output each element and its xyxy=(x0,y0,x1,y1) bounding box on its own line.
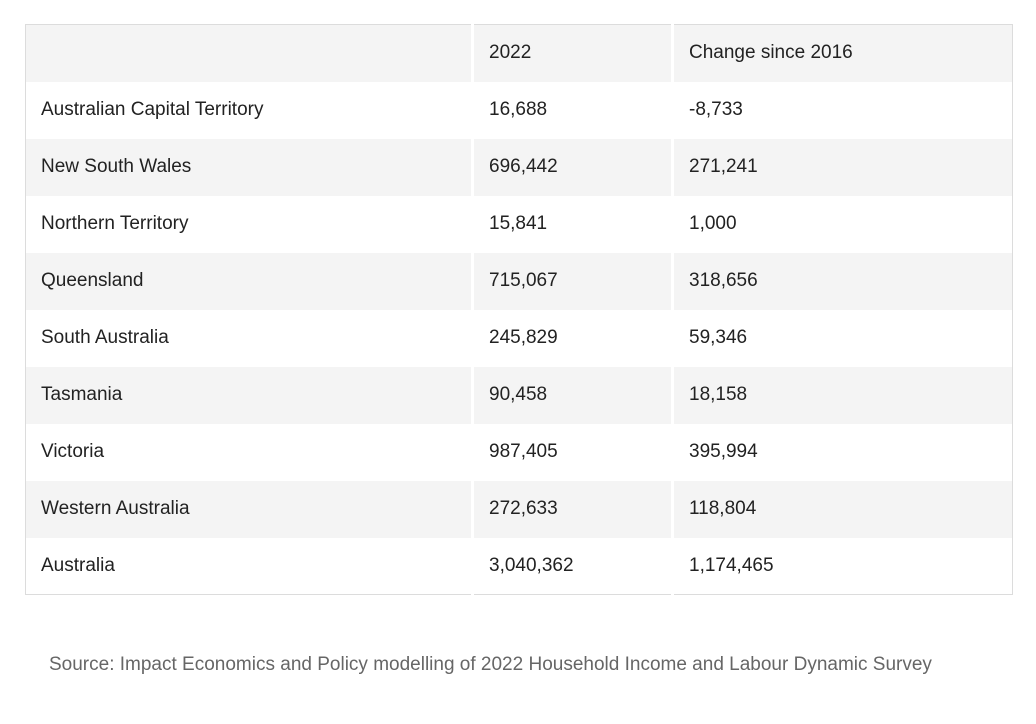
change-cell: 395,994 xyxy=(671,423,1013,481)
table-row: Western Australia 272,633 118,804 xyxy=(25,480,1013,538)
table-row: Australia 3,040,362 1,174,465 xyxy=(26,537,1013,595)
region-cell: Australia xyxy=(41,554,115,576)
value-2022-cell: 715,067 xyxy=(471,252,673,310)
value-2022-cell: 90,458 xyxy=(471,366,673,424)
region-cell: Western Australia xyxy=(25,480,473,538)
value-2022-cell: 3,040,362 xyxy=(471,537,673,595)
change-cell: 318,656 xyxy=(671,252,1013,310)
value-2022-cell: 696,442 xyxy=(471,138,673,196)
header-change: Change since 2016 xyxy=(671,24,1013,82)
change-cell: 271,241 xyxy=(671,138,1013,196)
value-2022-cell: 272,633 xyxy=(471,480,673,538)
source-caption: Source: Impact Economics and Policy mode… xyxy=(49,654,932,675)
header-region xyxy=(25,24,473,82)
table-row: Northern Territory 15,841 1,000 xyxy=(26,195,1013,253)
value-2022-cell: 245,829 xyxy=(471,309,673,367)
change-cell: 59,346 xyxy=(671,309,1013,367)
table-row: New South Wales 696,442 271,241 xyxy=(25,138,1013,196)
region-cell: Australian Capital Territory xyxy=(41,99,264,120)
header-2022: 2022 xyxy=(471,24,673,82)
change-cell: -8,733 xyxy=(671,81,1013,139)
table-row: Victoria 987,405 395,994 xyxy=(26,423,1013,481)
value-2022-cell: 15,841 xyxy=(471,195,673,253)
region-cell: Victoria xyxy=(41,441,105,462)
region-cell: Tasmania xyxy=(25,366,473,424)
change-cell: 1,000 xyxy=(671,195,1013,253)
value-2022-cell: 16,688 xyxy=(471,81,673,139)
table-row: Tasmania 90,458 18,158 xyxy=(25,366,1013,424)
change-cell: 18,158 xyxy=(671,366,1013,424)
table-header-row: 2022 Change since 2016 xyxy=(25,24,1013,82)
change-cell: 1,174,465 xyxy=(671,537,1013,595)
table-row: Queensland 715,067 318,656 xyxy=(25,252,1013,310)
region-cell: Queensland xyxy=(25,252,473,310)
data-table: 2022 Change since 2016 Australian Capita… xyxy=(25,24,1013,595)
change-cell: 118,804 xyxy=(671,480,1013,538)
region-cell: South Australia xyxy=(41,327,169,348)
value-2022-cell: 987,405 xyxy=(471,423,673,481)
region-cell: Northern Territory xyxy=(41,213,189,234)
table-row: Australian Capital Territory 16,688 -8,733 xyxy=(26,81,1013,139)
table-row: South Australia 245,829 59,346 xyxy=(26,309,1013,367)
region-cell: New South Wales xyxy=(25,138,473,196)
